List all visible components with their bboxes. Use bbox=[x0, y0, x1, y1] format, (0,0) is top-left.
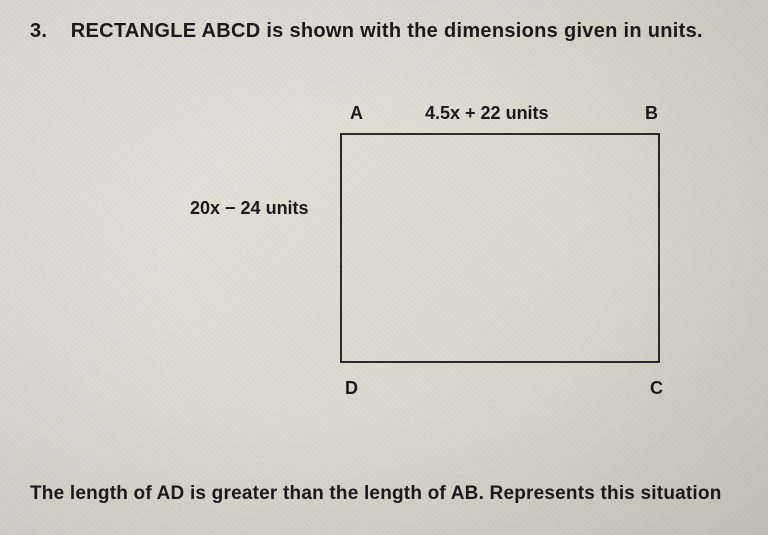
rectangle-shape bbox=[340, 133, 660, 363]
dimension-left: 20x − 24 units bbox=[190, 198, 309, 219]
rectangle-diagram: A 4.5x + 22 units B 20x − 24 units D C bbox=[30, 103, 738, 423]
question-text: RECTANGLE ABCD is shown with the dimensi… bbox=[71, 20, 703, 42]
dimension-top: 4.5x + 22 units bbox=[425, 103, 549, 124]
question-header: 3. RECTANGLE ABCD is shown with the dime… bbox=[30, 20, 738, 43]
vertex-d: D bbox=[345, 378, 358, 399]
question-prompt: The length of AD is greater than the len… bbox=[30, 483, 722, 505]
question-number: 3. bbox=[30, 20, 47, 42]
vertex-b: B bbox=[645, 103, 658, 124]
vertex-c: C bbox=[650, 378, 663, 399]
vertex-a: A bbox=[350, 103, 363, 124]
